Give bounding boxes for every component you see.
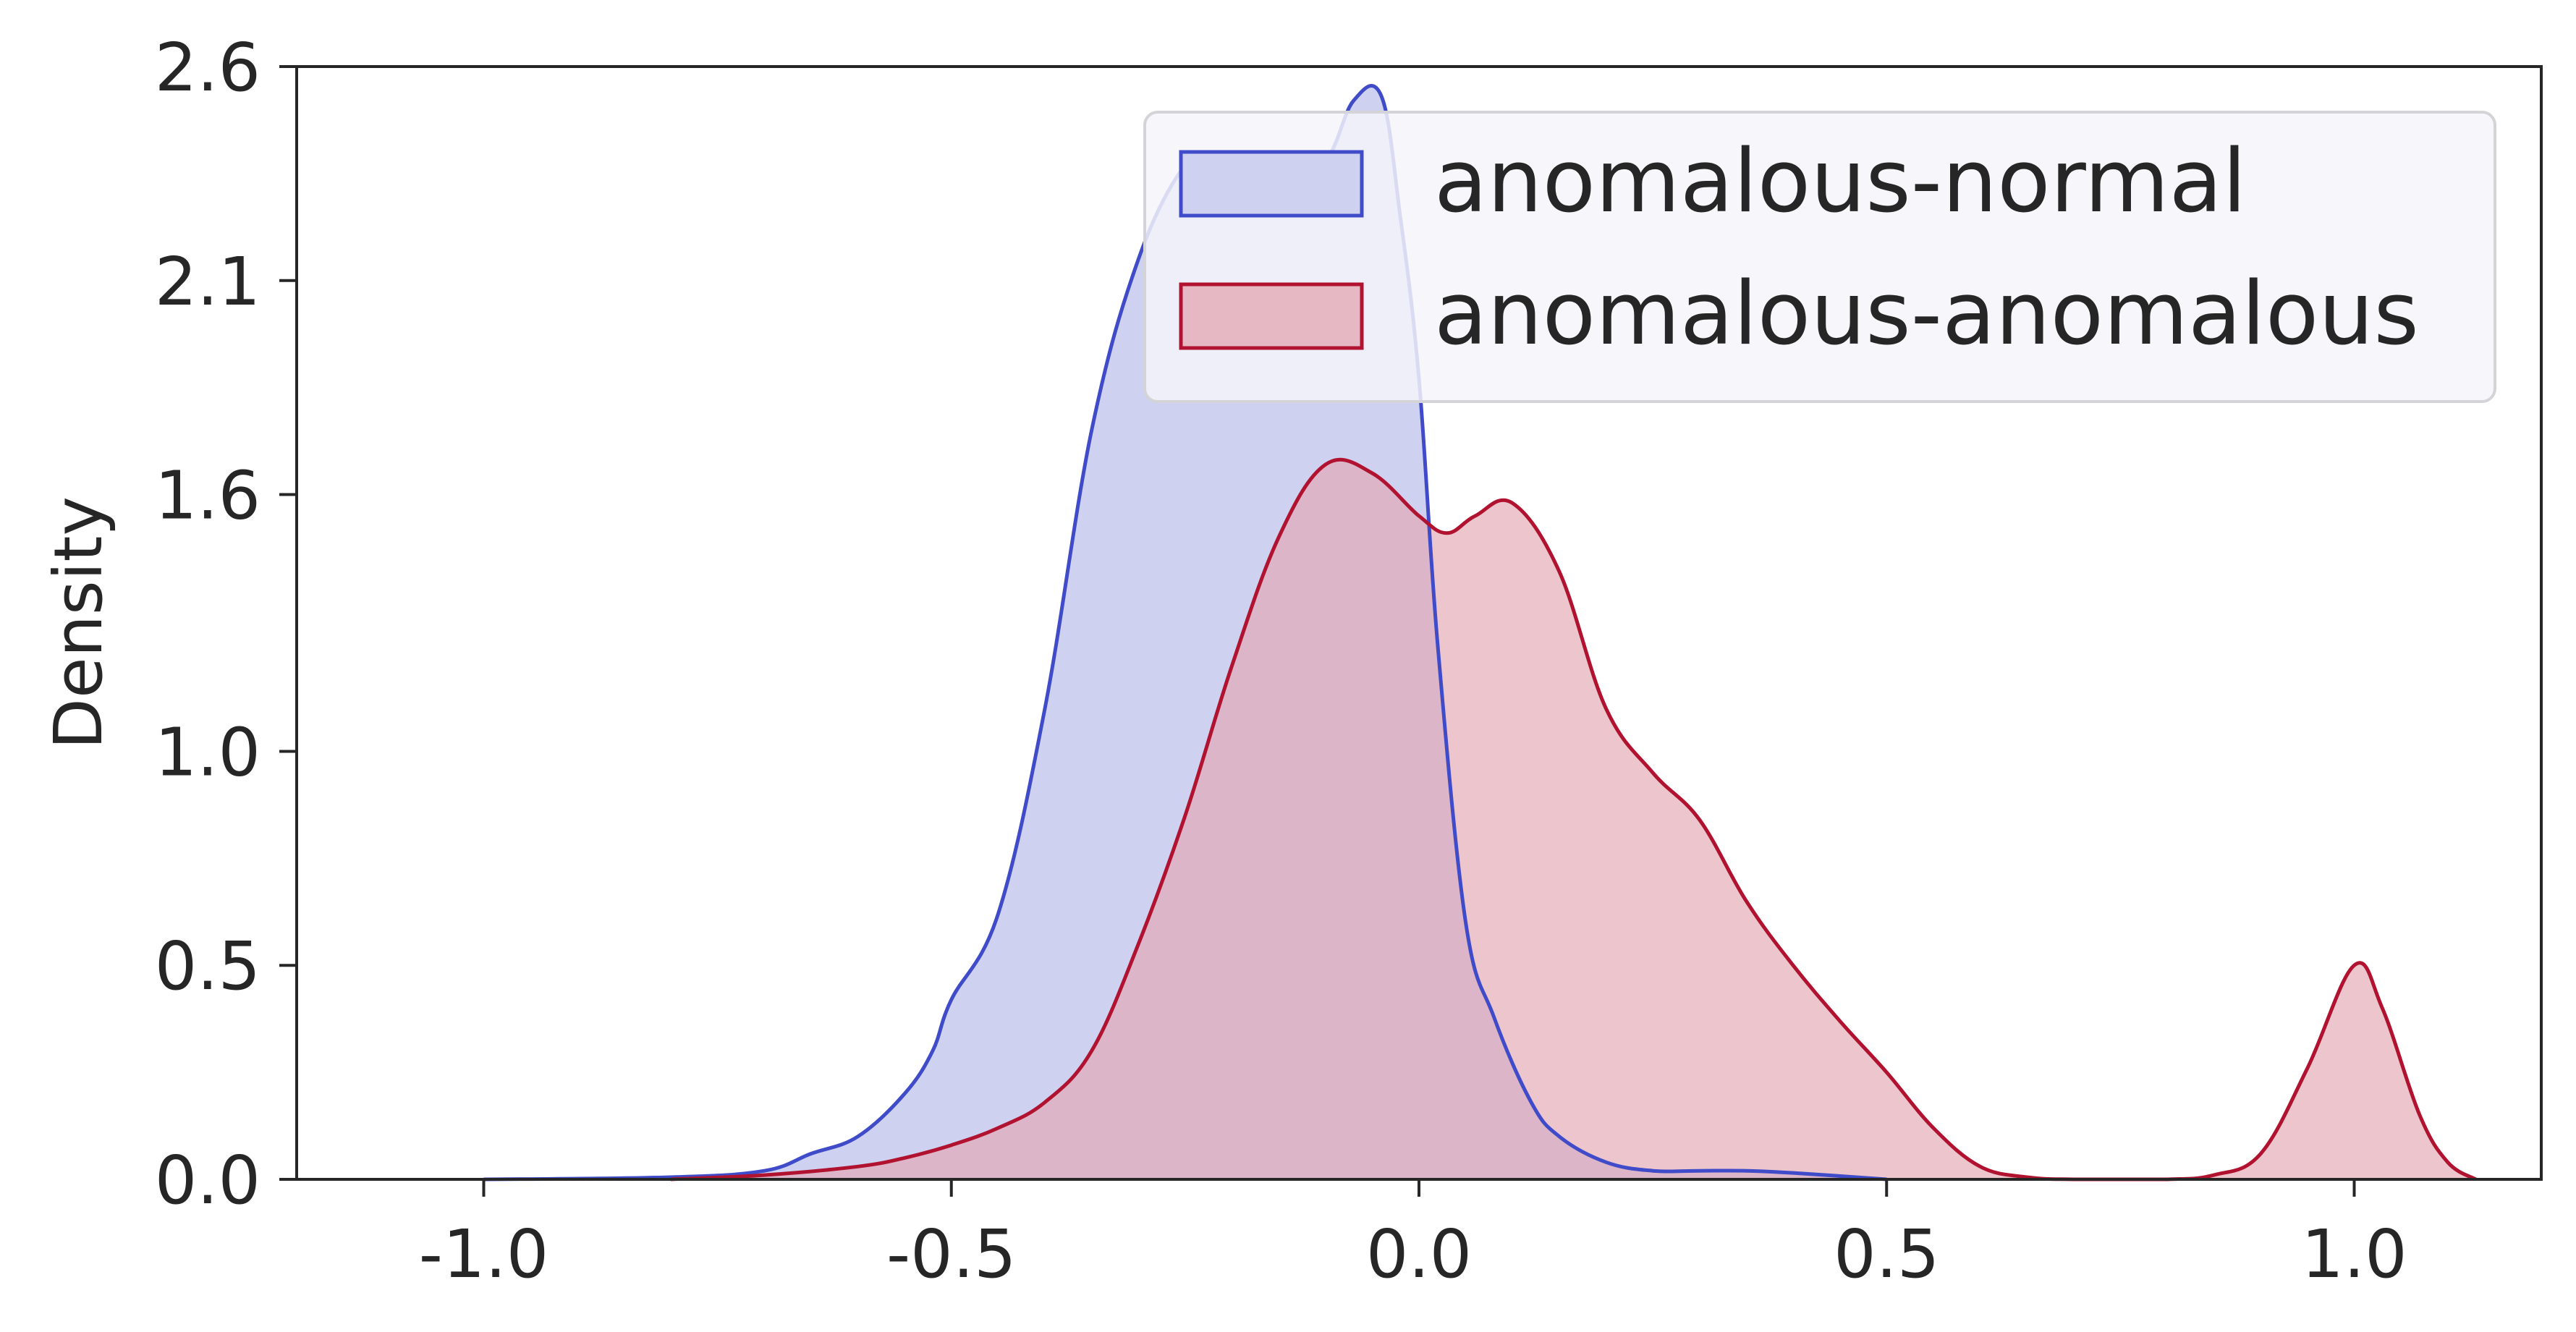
x-tick-label: 1.0: [2301, 1216, 2407, 1293]
y-tick-label: 2.6: [155, 29, 260, 106]
x-tick-label: 0.0: [1366, 1216, 1472, 1293]
legend-swatch-2: [1179, 282, 1364, 350]
density-area-2: [671, 459, 2476, 1179]
density-areas: [483, 85, 2476, 1180]
legend-box: [1143, 111, 2496, 403]
legend-items: anomalous-normal anomalous-anomalous: [1179, 132, 2419, 365]
y-tick-label: 0.5: [155, 928, 260, 1005]
density-area-1: [483, 85, 1887, 1180]
legend: anomalous-normal anomalous-anomalous: [1143, 111, 2496, 403]
legend-label-1: anomalous-normal: [1434, 132, 2247, 232]
y-axis-label: Density: [40, 496, 117, 750]
y-tick-label: 1.0: [155, 713, 260, 791]
x-tick-label: 0.5: [1834, 1216, 1939, 1293]
x-axis-ticks: -1.0 -0.5 0.0 0.5 1.0: [419, 1179, 2407, 1293]
legend-swatch-1: [1179, 150, 1364, 218]
x-tick-label: -1.0: [419, 1216, 549, 1293]
x-tick-label: -0.5: [886, 1216, 1017, 1293]
legend-label-2: anomalous-anomalous: [1434, 264, 2419, 365]
y-tick-label: 2.1: [155, 243, 260, 321]
y-tick-label: 0.0: [155, 1142, 260, 1219]
density-line-2: [670, 457, 2477, 1182]
y-tick-label: 1.6: [155, 457, 260, 535]
y-axis-ticks: 0.0 0.5 1.0 1.6 2.1 2.6: [155, 29, 297, 1219]
